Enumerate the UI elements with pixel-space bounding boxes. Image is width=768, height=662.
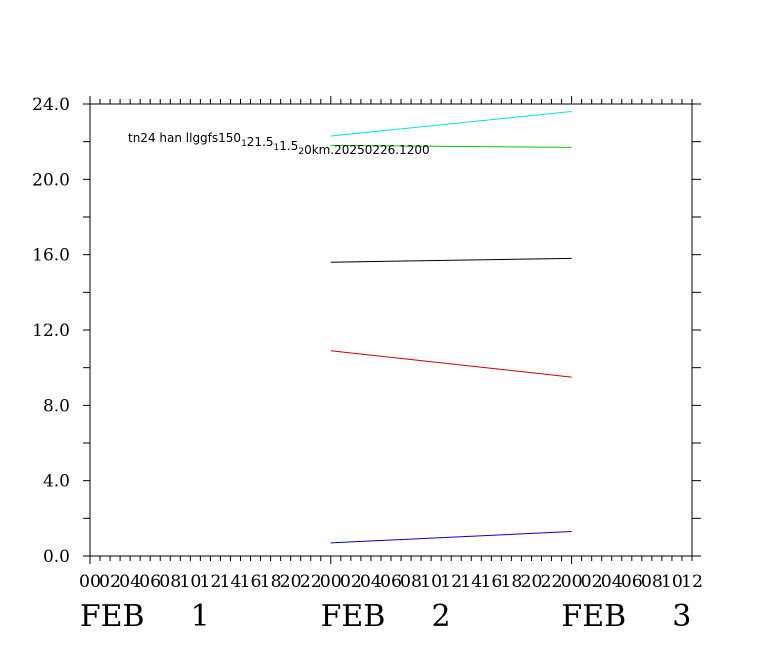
x-tick-label: 20 [280,572,302,592]
x-tick-label: 12 [681,572,703,592]
x-tick-label: 10 [420,572,442,592]
x-tick-label: 22 [300,572,322,592]
series-line-1 [330,111,572,137]
x-tick-label: 08 [159,572,181,592]
chart-title: tn24 han llggfs150121.511.520km.20250226… [128,131,430,157]
x-tick-label: 00 [79,572,101,592]
date-label-day: 1 [191,599,210,634]
series-line-4 [330,350,572,378]
x-tick-label: 08 [641,572,663,592]
x-tick-label: 10 [661,572,683,592]
title-subscript: 1 [241,139,247,149]
title-segment: 0km.20250226.1200 [304,143,430,157]
x-tick-label: 16 [240,572,262,592]
y-tick-label: 4.0 [43,472,70,492]
series-layer [330,111,572,544]
x-tick-label: 14 [219,572,241,592]
date-label-day: 2 [431,599,450,634]
y-tick-label: 8.0 [43,396,70,416]
y-tick-label: 0.0 [43,547,70,567]
title-segment: 21.5 [247,135,274,149]
x-tick-label: 14 [460,572,482,592]
x-tick-label: 00 [320,572,342,592]
x-tick-label: 12 [440,572,462,592]
title-subscript: 1 [274,143,280,153]
date-label-month: FEB [561,599,626,634]
minor-ticks [83,96,701,564]
series-line-5 [330,531,572,544]
title-segment: 1.5 [279,139,298,153]
x-tick-label: 12 [199,572,221,592]
y-tick-label: 16.0 [32,246,70,266]
x-tick-label: 18 [260,572,282,592]
title-segment: tn24 han llggfs150 [128,131,241,145]
x-tick-label: 10 [179,572,201,592]
date-labels: FEB 1 FEB 2 FEB 3 [80,599,692,634]
x-tick-label: 22 [541,572,563,592]
y-tick-label: 20.0 [32,170,70,190]
y-axis: 0.0 4.0 8.0 12.0 16.0 20.0 24.0 [32,95,70,567]
y-tick-label: 24.0 [32,95,70,115]
date-label-month: FEB [80,599,145,634]
series-line-2 [330,144,572,148]
x-tick-label: 04 [601,572,623,592]
series-line-3 [330,257,572,263]
x-tick-label: 04 [119,572,141,592]
x-tick-label: 08 [400,572,422,592]
x-tick-label: 06 [139,572,161,592]
y-tick-label: 12.0 [32,321,70,341]
date-label-day: 3 [672,599,691,634]
x-tick-label: 18 [500,572,522,592]
x-tick-label: 02 [581,572,603,592]
x-tick-label: 16 [480,572,502,592]
x-axis: 0002040608101214161820220002040608101214… [79,572,703,592]
title-subscript: 2 [298,147,304,157]
x-tick-label: 06 [621,572,643,592]
plot-frame [89,103,693,557]
x-tick-label: 04 [360,572,382,592]
x-tick-label: 02 [99,572,121,592]
x-tick-label: 02 [340,572,362,592]
x-tick-label: 00 [561,572,583,592]
x-tick-label: 06 [380,572,402,592]
x-tick-label: 20 [520,572,542,592]
date-label-month: FEB [321,599,386,634]
